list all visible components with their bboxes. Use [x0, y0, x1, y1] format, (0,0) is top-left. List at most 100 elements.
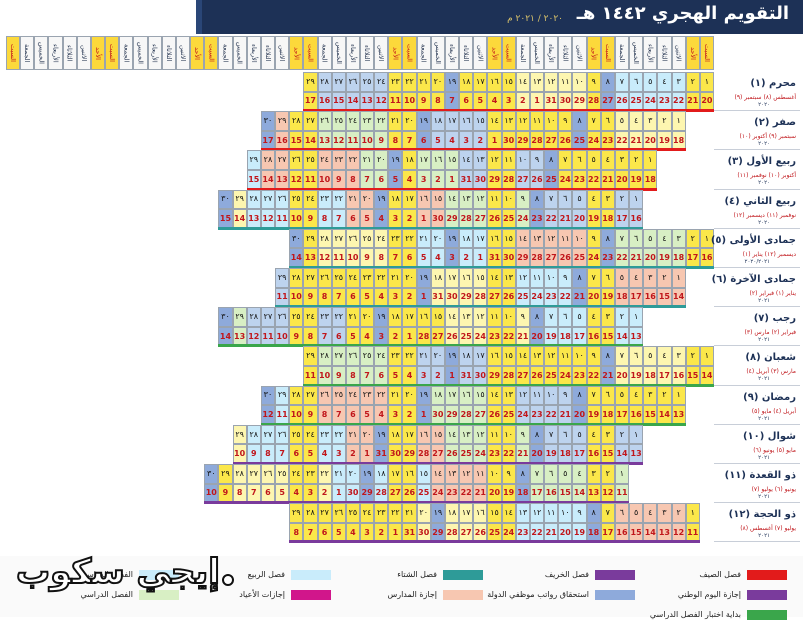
hijri-day-cell[interactable]: ٢٧ — [260, 307, 276, 327]
hijri-day-cell[interactable]: ٢٥ — [275, 464, 290, 484]
hijri-day-cell[interactable]: ٢ — [671, 503, 686, 523]
hijri-day-cell[interactable]: ٢٤ — [289, 464, 304, 484]
hijri-day-cell[interactable]: ٣ — [600, 424, 615, 445]
hijri-day-cell[interactable]: ٧ — [600, 503, 615, 523]
hijri-day-cell[interactable]: ١٤ — [459, 150, 474, 170]
hijri-day-cell[interactable]: ٢٧ — [260, 424, 276, 445]
hijri-day-cell[interactable]: ٢١ — [345, 189, 360, 210]
hijri-day-cell[interactable]: ٢٩ — [303, 228, 318, 249]
hijri-day-cell[interactable]: ٢٤ — [345, 385, 360, 406]
hijri-day-cell[interactable]: ٢٧ — [331, 346, 346, 366]
hijri-day-cell[interactable]: ١٠ — [572, 228, 587, 249]
hijri-day-cell[interactable]: ١٧ — [402, 424, 417, 445]
hijri-day-cell[interactable]: ٣ — [657, 503, 672, 523]
hijri-day-cell[interactable]: ١ — [643, 150, 658, 170]
gregorian-day-cell[interactable]: 6 — [374, 366, 389, 386]
gregorian-day-cell[interactable]: 9 — [289, 326, 304, 347]
gregorian-day-cell[interactable]: 28 — [529, 248, 545, 268]
hijri-day-cell[interactable]: ١٧ — [388, 464, 403, 484]
hijri-day-cell[interactable]: ٢٤ — [303, 189, 318, 210]
hijri-day-cell[interactable]: ١٧ — [473, 72, 488, 92]
hijri-day-cell[interactable]: ٢٦ — [317, 111, 332, 131]
gregorian-day-cell[interactable]: 20 — [572, 405, 587, 425]
hijri-day-cell[interactable]: ٣٠ — [204, 464, 219, 484]
hijri-day-cell[interactable]: ١٨ — [430, 111, 445, 131]
gregorian-day-cell[interactable]: 14 — [345, 91, 360, 112]
hijri-day-cell[interactable]: ١٣ — [459, 424, 474, 445]
hijri-day-cell[interactable]: ٢٨ — [289, 385, 304, 406]
hijri-day-cell[interactable]: ٢٤ — [374, 346, 389, 366]
hijri-day-cell[interactable]: ٣ — [643, 385, 658, 406]
hijri-day-cell[interactable]: ٥ — [614, 111, 630, 131]
hijri-day-cell[interactable]: ١٣ — [529, 72, 545, 92]
hijri-day-cell[interactable]: ٦ — [629, 346, 644, 366]
hijri-day-cell[interactable]: ٥ — [572, 307, 587, 327]
hijri-day-cell[interactable]: ٢٨ — [289, 268, 304, 288]
gregorian-day-cell[interactable]: 16 — [671, 366, 686, 386]
hijri-day-cell[interactable]: ١٤ — [444, 189, 460, 210]
hijri-day-cell[interactable]: ٦ — [544, 464, 559, 484]
gregorian-day-cell[interactable]: 2 — [473, 130, 488, 151]
hijri-day-cell[interactable]: ١٤ — [444, 424, 460, 445]
hijri-day-cell[interactable]: ١٥ — [473, 111, 488, 131]
hijri-day-cell[interactable]: ١٠ — [572, 72, 587, 92]
hijri-day-cell[interactable]: ١٧ — [444, 385, 460, 406]
gregorian-day-cell[interactable]: 26 — [487, 209, 502, 229]
gregorian-day-cell[interactable]: 3 — [459, 130, 474, 151]
hijri-day-cell[interactable]: ١٥ — [501, 228, 516, 249]
hijri-day-cell[interactable]: ٢٨ — [232, 464, 247, 484]
hijri-day-cell[interactable]: ٢١ — [388, 111, 403, 131]
gregorian-day-cell[interactable]: 1 — [444, 366, 460, 386]
hijri-day-cell[interactable]: ٢٦ — [317, 385, 332, 406]
hijri-day-cell[interactable]: ١٦ — [459, 385, 474, 406]
gregorian-day-cell[interactable]: 10 — [289, 209, 304, 229]
hijri-day-cell[interactable]: ٤ — [643, 503, 658, 523]
hijri-day-cell[interactable]: ١٢ — [515, 111, 530, 131]
gregorian-day-cell[interactable]: 23 — [529, 209, 545, 229]
hijri-day-cell[interactable]: ١٤ — [501, 503, 516, 523]
hijri-day-cell[interactable]: ٢٣ — [360, 268, 375, 288]
hijri-day-cell[interactable]: ٢٤ — [374, 72, 389, 92]
hijri-day-cell[interactable]: ٢٣ — [360, 111, 375, 131]
gregorian-day-cell[interactable]: 11 — [303, 170, 318, 190]
hijri-day-cell[interactable]: ٢٦ — [260, 464, 276, 484]
hijri-day-cell[interactable]: ٨ — [586, 503, 601, 523]
hijri-day-cell[interactable]: ٣٠ — [218, 307, 233, 327]
hijri-day-cell[interactable]: ٢٨ — [289, 111, 304, 131]
hijri-day-cell[interactable]: ١٠ — [572, 346, 587, 366]
hijri-day-cell[interactable]: ٢ — [685, 72, 700, 92]
hijri-day-cell[interactable]: ٢٩ — [289, 503, 304, 523]
hijri-day-cell[interactable]: ١٢ — [544, 72, 559, 92]
hijri-day-cell[interactable]: ٢٠ — [374, 150, 389, 170]
gregorian-day-cell[interactable]: 2 — [430, 366, 445, 386]
gregorian-day-cell[interactable]: 3 — [416, 170, 431, 190]
hijri-day-cell[interactable]: ٥ — [572, 189, 587, 210]
hijri-day-cell[interactable]: ٢٩ — [218, 464, 233, 484]
hijri-day-cell[interactable]: ٢٦ — [345, 346, 360, 366]
hijri-day-cell[interactable]: ١٣ — [515, 503, 530, 523]
hijri-day-cell[interactable]: ١٣ — [501, 385, 516, 406]
hijri-day-cell[interactable]: ١٤ — [430, 464, 445, 484]
hijri-day-cell[interactable]: ٢٠ — [360, 307, 375, 327]
gregorian-day-cell[interactable]: 21 — [558, 405, 573, 425]
hijri-day-cell[interactable]: ٢٥ — [289, 424, 304, 445]
gregorian-day-cell[interactable]: 8 — [317, 405, 332, 425]
hijri-day-cell[interactable]: ١١ — [529, 385, 545, 406]
hijri-day-cell[interactable]: ٢٧ — [303, 268, 318, 288]
hijri-day-cell[interactable]: ١٦ — [416, 189, 431, 210]
hijri-day-cell[interactable]: ١٨ — [388, 189, 403, 210]
hijri-day-cell[interactable]: ١٠ — [544, 111, 559, 131]
hijri-day-cell[interactable]: ٢ — [657, 268, 672, 288]
hijri-day-cell[interactable]: ١٦ — [430, 150, 445, 170]
hijri-day-cell[interactable]: ١٠ — [515, 150, 530, 170]
gregorian-day-cell[interactable]: 23 — [487, 444, 502, 464]
hijri-day-cell[interactable]: ١٨ — [430, 268, 445, 288]
gregorian-day-cell[interactable]: 26 — [473, 522, 488, 543]
gregorian-day-cell[interactable]: 27 — [430, 326, 445, 347]
hijri-day-cell[interactable]: ٨ — [529, 424, 545, 445]
hijri-day-cell[interactable]: ١٢ — [529, 503, 545, 523]
hijri-day-cell[interactable]: ٧ — [586, 111, 601, 131]
hijri-day-cell[interactable]: ١٩ — [374, 424, 389, 445]
hijri-day-cell[interactable]: ١٧ — [444, 268, 460, 288]
hijri-day-cell[interactable]: ١٨ — [459, 346, 474, 366]
